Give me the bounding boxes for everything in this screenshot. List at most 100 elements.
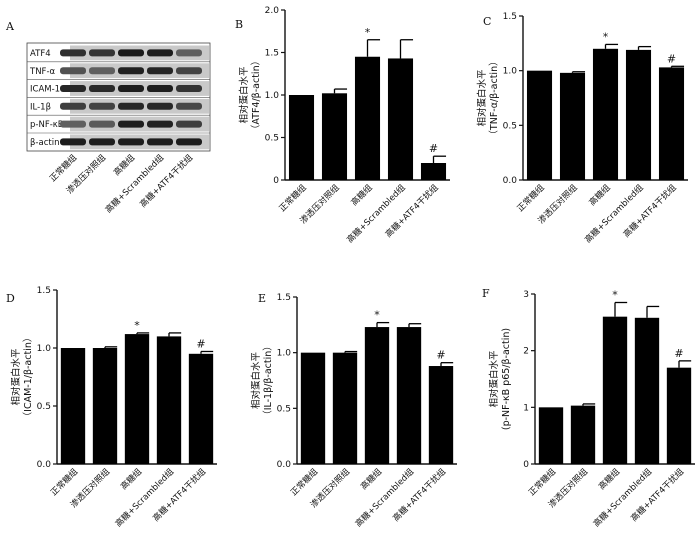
blot-row-label: TNF-α [29,67,56,77]
y-tick-label: 1.5 [265,49,279,59]
blot-band [147,85,173,92]
y-axis-label-unit: （ICAM-1/β-actin） [22,333,34,422]
x-category-label: 高糖+ATF4干扰组 [391,466,449,524]
x-category-label: 高糖+Scrambled组 [583,182,646,245]
y-tick-label: 1.0 [503,67,518,77]
x-category-label: 高糖+Scrambled组 [591,466,654,529]
x-category-label: 正常糖组 [515,182,547,214]
x-category-label: 高糖组 [587,182,613,208]
x-category-label: 正常糖组 [526,466,558,498]
blot-band [89,49,115,57]
blot-band [147,120,173,128]
panel-label: D [6,292,15,305]
bar [592,48,619,180]
blot-band [147,49,173,57]
blot-rows: ATF4 TNF-α ICAM-1 IL-1β p-NF-κB β-actin [27,45,210,150]
x-category-label: 高糖组 [358,466,384,492]
x-category-label: 正常糖组 [48,466,80,498]
x-category-label: 高糖组 [118,466,144,492]
y-tick-label: 0.0 [277,460,292,470]
blot-row-label: β-actin [30,138,59,148]
blot-band [176,120,202,128]
blot-row-label: ATF4 [30,49,51,59]
blot-band [118,67,144,75]
x-category-label: 高糖+ATF4干扰组 [629,466,687,524]
blot-band [60,138,86,146]
bar [321,93,348,180]
y-tick-label: 1.5 [503,12,517,22]
y-tick-label: 0.5 [265,134,279,144]
bar [526,70,553,180]
x-category-label: 高糖组 [596,466,622,492]
x-category-label: 高糖+Scrambled组 [345,182,408,245]
y-tick-label: 0.0 [503,176,518,186]
x-category-label: 高糖组 [349,182,375,208]
y-axis-label-unit: （TNF-α/β-actin） [488,56,500,139]
bar [288,95,315,180]
y-tick-label: 1.0 [265,91,280,101]
y-axis-label: 相对蛋白水平 [238,66,250,124]
significance-star: * [365,26,371,39]
significance-hash: # [674,347,683,360]
y-axis-label: 相对蛋白水平 [10,348,22,406]
blot-band [147,102,173,110]
bar [625,49,652,180]
y-tick-label: 0.5 [37,402,51,412]
blot-band [60,67,86,75]
significance-hash: # [436,349,445,362]
western-blot-panel: A ATF4 TNF-α ICAM-1 IL-1β p-NF-κB β-actin 正常糖… [5,20,211,215]
panel-label: B [235,18,243,31]
y-tick-label: 2.0 [265,6,280,16]
bar [559,72,586,180]
y-axis-label-unit: （IL-1β/β-actin） [262,341,274,420]
bar [666,367,692,464]
significance-hash: # [196,337,205,350]
blot-band [118,85,144,92]
bar [428,366,454,464]
significance-star: * [612,289,618,302]
blot-band [60,85,86,92]
y-tick-label: 0 [273,176,279,186]
blot-band [176,102,202,110]
blot-band [147,138,173,146]
bar [570,405,596,464]
x-category-label: 高糖+ATF4干扰组 [151,466,209,524]
y-tick-label: 0.5 [503,121,517,131]
bar [92,348,118,464]
y-axis-label: 相对蛋白水平 [250,352,262,410]
bar [300,352,326,464]
blot-band [60,120,86,128]
bar [188,353,214,464]
significance-star: * [603,30,609,43]
blot-band [118,138,144,146]
blot-band [118,102,144,110]
blot-band [60,102,86,110]
blot-band [176,67,202,75]
panel-label: E [258,292,266,305]
bar [124,334,150,464]
y-tick-label: 1.5 [37,286,51,296]
bar [602,316,628,464]
significance-star: * [134,319,140,332]
blot-row-label: IL-1β [30,102,51,112]
panel-label-a: A [5,20,15,33]
y-axis-label: 相对蛋白水平 [488,350,500,408]
blot-band [118,49,144,57]
blot-category-label: 高糖+ATF4干扰组 [138,152,196,210]
blot-band [89,85,115,92]
bar [332,352,358,464]
x-category-label: 正常糖组 [277,182,309,214]
y-tick-label: 1.0 [37,344,52,354]
blot-band [89,102,115,110]
blot-row-label: ICAM-1 [30,85,60,95]
blot-band [89,120,115,128]
x-category-label: 正常糖组 [288,466,320,498]
blot-band [89,138,115,146]
blot-category-label: 高糖组 [111,152,137,178]
